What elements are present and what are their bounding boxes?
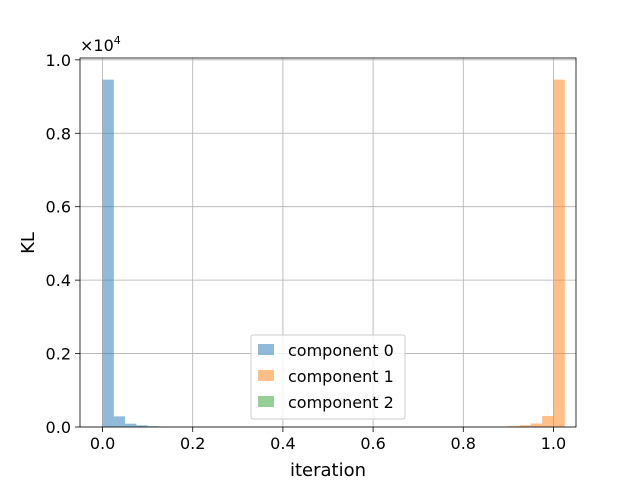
y-tick-label: 0.2 bbox=[46, 345, 71, 364]
histogram-bar-component-1 bbox=[542, 415, 554, 427]
x-axis-label: iteration bbox=[290, 460, 366, 480]
x-tick-label: 0.8 bbox=[451, 434, 476, 453]
legend-frame bbox=[250, 334, 406, 420]
histogram-bar-component-0 bbox=[113, 416, 126, 427]
legend-label-component-0: component 0 bbox=[288, 341, 394, 360]
y-tick-label: 0.4 bbox=[46, 271, 71, 290]
y-axis-multiplier-base: ×10 bbox=[80, 36, 114, 55]
x-tick-label: 0.0 bbox=[90, 434, 115, 453]
x-tick-label: 0.2 bbox=[180, 434, 205, 453]
y-axis-multiplier-exponent: 4 bbox=[114, 34, 121, 47]
legend-label-component-1: component 1 bbox=[288, 367, 394, 386]
x-tick-label: 0.4 bbox=[270, 434, 295, 453]
x-tick-label: 0.6 bbox=[360, 434, 385, 453]
y-tick-label: 0.8 bbox=[46, 124, 71, 143]
y-axis-label: KL bbox=[18, 232, 39, 254]
legend: component 0 component 1 component 2 bbox=[250, 334, 406, 420]
x-tick-label: 1.0 bbox=[541, 434, 566, 453]
histogram-bar-component-1 bbox=[519, 425, 531, 427]
histogram-bar-component-1 bbox=[553, 79, 565, 427]
ticks-layer: 0.0 0.2 0.4 0.6 0.8 1.0 0.0 0.2 0.4 0.6 0.8 1.0 bbox=[46, 51, 567, 453]
legend-swatch-component-0 bbox=[258, 344, 274, 355]
y-tick-label: 0.0 bbox=[46, 418, 71, 437]
histogram-bar-component-0 bbox=[136, 425, 148, 427]
legend-swatch-component-2 bbox=[258, 396, 274, 407]
plot-area-frame bbox=[79, 57, 577, 428]
histogram-bar-component-0 bbox=[125, 423, 137, 427]
legend-swatch-component-1 bbox=[258, 370, 274, 381]
histogram-bar-component-0 bbox=[102, 79, 114, 427]
y-axis-multiplier: ×104 bbox=[80, 34, 121, 55]
histogram-bar-component-1 bbox=[508, 426, 520, 427]
y-tick-label: 1.0 bbox=[46, 51, 71, 70]
legend-label-component-2: component 2 bbox=[288, 393, 394, 412]
histogram-bar-component-1 bbox=[530, 423, 543, 427]
y-tick-label: 0.6 bbox=[46, 198, 71, 217]
